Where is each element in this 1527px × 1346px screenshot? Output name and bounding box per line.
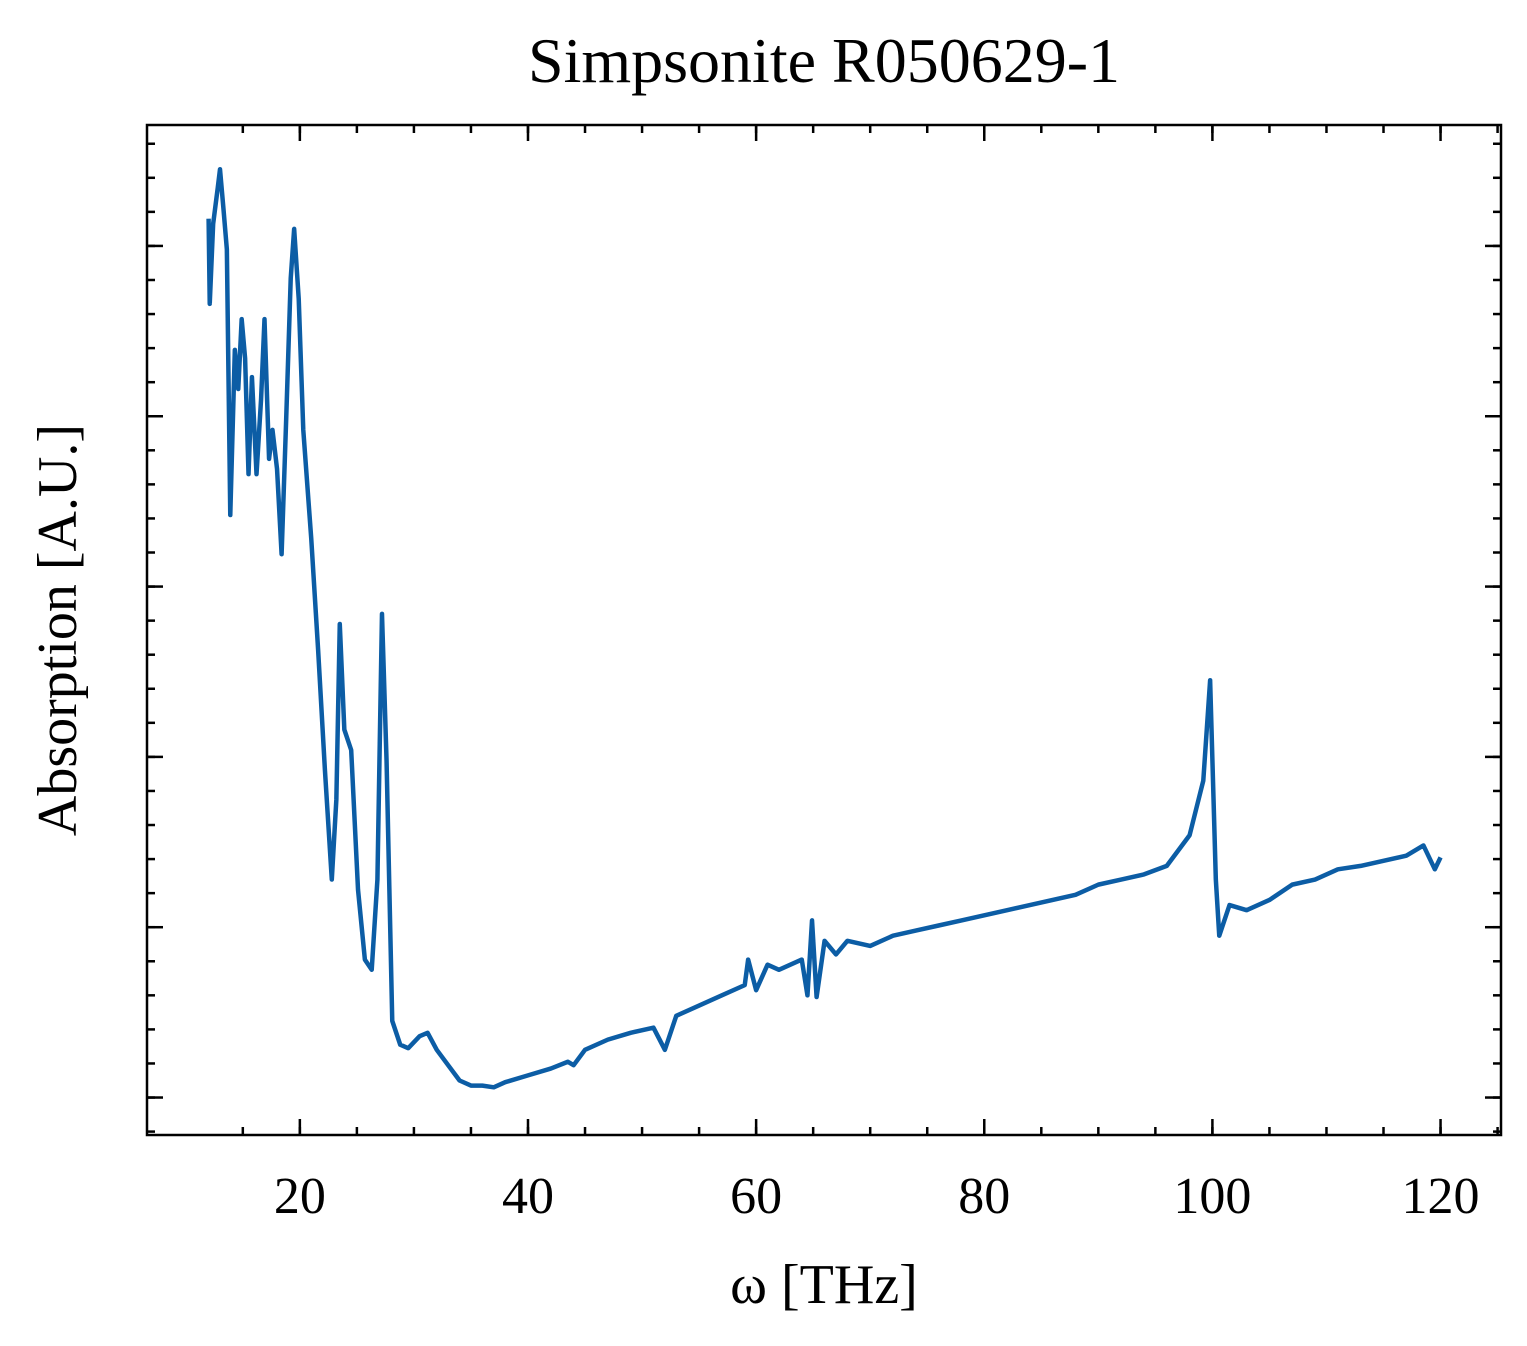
x-tick-label: 40	[502, 1168, 554, 1225]
x-tick-label: 20	[274, 1168, 326, 1225]
chart-title: Simpsonite R050629-1	[528, 25, 1120, 96]
x-tick-label: 80	[958, 1168, 1010, 1225]
x-tick-label: 100	[1173, 1168, 1251, 1225]
plot-frame	[145, 123, 1503, 1137]
x-tick-label: 120	[1402, 1168, 1480, 1225]
x-axis-label: ω [THz]	[730, 1254, 918, 1316]
data-line	[206, 167, 1443, 1090]
y-axis-label: Absorption [A.U.]	[27, 424, 89, 836]
x-tick-label: 60	[730, 1168, 782, 1225]
